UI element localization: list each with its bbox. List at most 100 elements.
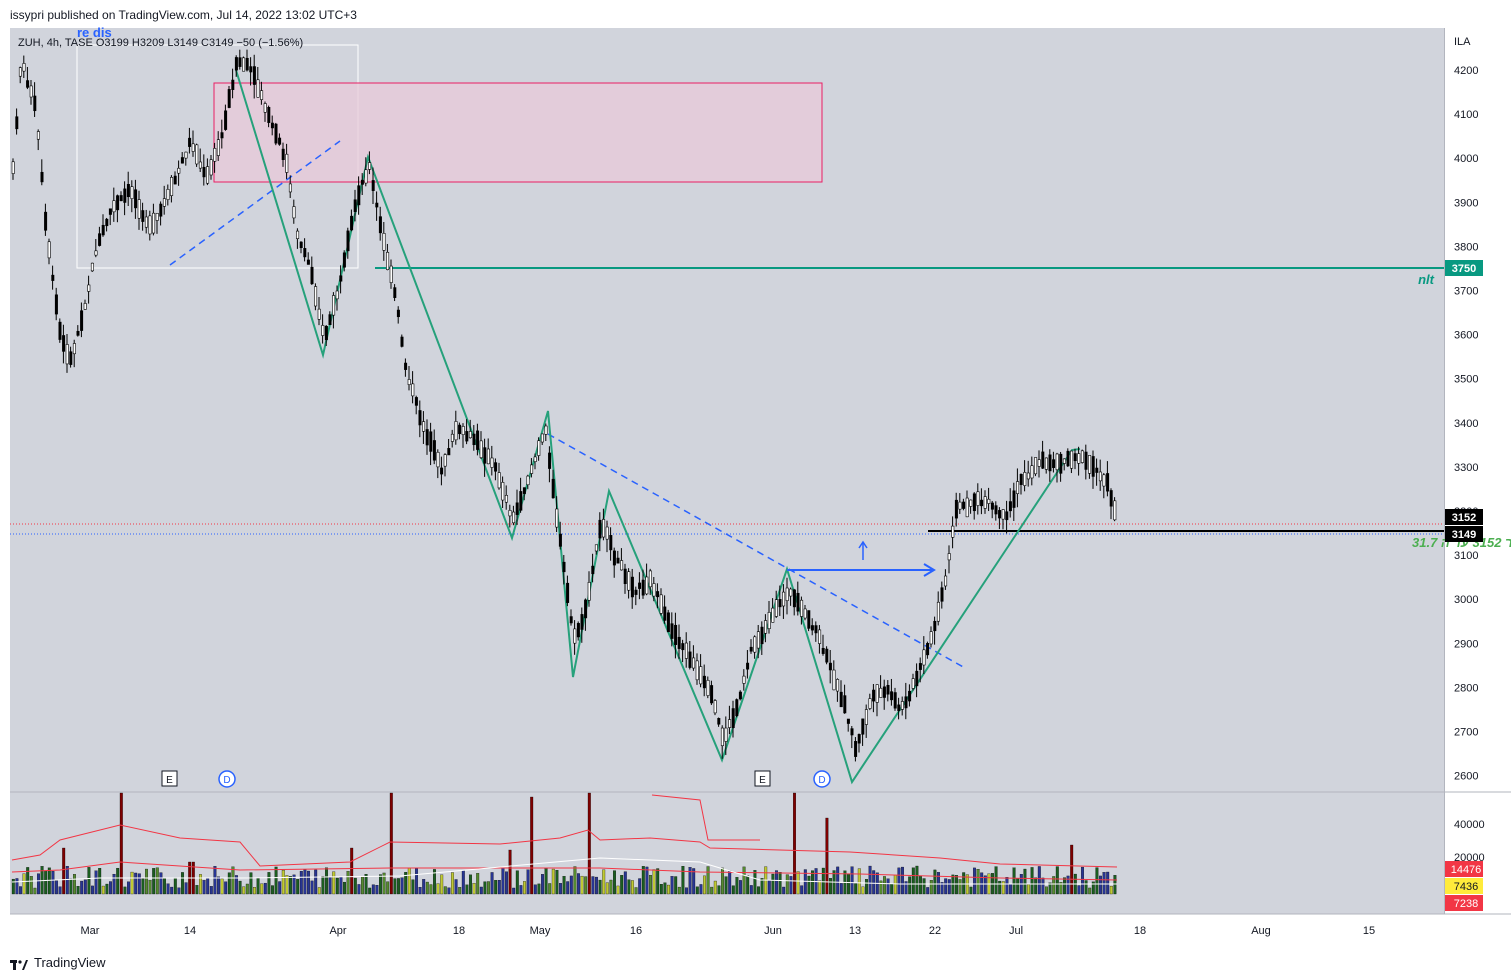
volume-bar — [602, 869, 606, 895]
resistance-zone[interactable] — [213, 82, 823, 183]
buy-order-note: הוראת קניה שער 3152 עד ה 31.7 — [1412, 535, 1511, 550]
candle-body — [1095, 467, 1099, 473]
zigzag-pattern-1[interactable] — [235, 69, 1081, 785]
candle-body — [951, 525, 955, 538]
candle-body — [519, 491, 523, 511]
candle-body — [130, 186, 134, 199]
candle-body — [227, 89, 231, 108]
candle-body — [404, 362, 408, 370]
candle-body — [706, 679, 710, 696]
candle-body — [843, 695, 847, 714]
volume-bar — [458, 887, 462, 895]
volume-bar — [811, 870, 814, 895]
candle-body — [879, 687, 883, 698]
price-tick-3400: 3400 — [1454, 418, 1478, 430]
candle-body — [76, 330, 80, 336]
volume-bar — [663, 882, 667, 895]
candle-body — [764, 620, 768, 634]
volume-bar — [1016, 878, 1020, 895]
volume-bar — [1034, 877, 1038, 895]
candle-body — [155, 212, 159, 221]
time-label-10: 18 — [1134, 925, 1146, 937]
price-chart[interactable]: E D E D ZUH, 4h, TASE O3199 H3209 L3149 … — [0, 0, 1511, 944]
volume-bar — [620, 875, 624, 895]
candle-body — [627, 571, 631, 591]
volume-bar — [955, 875, 958, 895]
volume-bar — [166, 883, 170, 895]
candle-body — [576, 623, 580, 638]
time-label-0: Mar — [81, 925, 100, 937]
candle-body — [486, 448, 490, 465]
volume-bar — [541, 874, 544, 895]
candle-body — [609, 535, 613, 551]
volume-bar — [537, 883, 541, 895]
volume-bar — [267, 872, 271, 895]
candle-body — [911, 678, 915, 689]
volume-bar — [231, 866, 235, 895]
candle-body — [728, 719, 732, 728]
candle-body — [908, 690, 912, 702]
volume-bar — [782, 886, 786, 895]
volume-bar — [994, 866, 998, 895]
volume-bar — [375, 885, 379, 895]
volume-bar — [91, 885, 94, 895]
volume-bar — [184, 882, 188, 895]
candle-body — [231, 79, 235, 90]
volume-bar — [1023, 868, 1027, 895]
earnings-marker-1[interactable]: E — [161, 770, 178, 787]
candle-body — [587, 582, 591, 601]
candle-body — [972, 493, 976, 512]
volume-bar — [159, 872, 163, 895]
candle-body — [184, 151, 188, 159]
volume-bar — [566, 881, 570, 895]
volume-bar — [134, 872, 138, 895]
volume-bar — [631, 880, 634, 895]
candle-body — [875, 684, 879, 703]
candle-body — [180, 157, 184, 164]
tradingview-logo-icon — [10, 958, 28, 970]
volume-bar — [1084, 880, 1088, 895]
volume-bar — [357, 884, 361, 895]
candle-body — [569, 616, 573, 624]
vol-14476-bg — [1445, 861, 1483, 877]
price-tick-3100: 3100 — [1454, 550, 1478, 562]
price-scale[interactable] — [1444, 28, 1511, 914]
volume-bar — [105, 883, 109, 895]
volume-bar — [227, 872, 231, 895]
dividend-marker-1[interactable]: D — [218, 770, 236, 788]
volume-bar — [785, 874, 789, 895]
candle-body — [440, 467, 444, 475]
volume-bar — [454, 879, 458, 895]
brand-label: TradingView — [34, 955, 106, 970]
symbol-legend[interactable]: ZUH, 4h, TASE O3199 H3209 L3149 C3149 −5… — [18, 37, 303, 49]
candle-body — [1062, 458, 1066, 464]
volume-bar — [800, 885, 804, 895]
volume-bar — [148, 880, 152, 895]
tradingview-brand[interactable]: TradingView — [10, 955, 106, 970]
volume-bar — [980, 872, 984, 895]
candle-body — [792, 589, 796, 608]
volume-bar — [591, 876, 595, 895]
volume-bar — [353, 877, 357, 895]
candle-body — [1019, 474, 1023, 485]
candle-body — [80, 310, 84, 331]
volume-bar — [346, 871, 350, 895]
dividend-marker-2[interactable]: D — [813, 770, 831, 788]
trendline-dashed-2[interactable] — [547, 433, 966, 669]
volume-bar — [937, 872, 940, 895]
candle-body — [522, 487, 526, 494]
candle-body — [810, 625, 814, 631]
volume-bar — [29, 876, 33, 895]
volume-bar — [681, 866, 685, 895]
time-axis[interactable]: Mar 14 Apr 18 May 16 Jun 13 22 Jul 18 Aug 15 — [81, 925, 1376, 937]
earnings-marker-2[interactable]: E — [754, 770, 771, 787]
candle-body — [209, 159, 213, 176]
svg-text:E: E — [166, 775, 173, 786]
volume-bar — [890, 883, 894, 895]
candle-body — [177, 167, 181, 174]
volume-bar — [677, 886, 681, 895]
volume-bar — [742, 866, 746, 895]
volume-bar — [551, 868, 555, 895]
candle-body — [796, 592, 800, 612]
candle-body — [1016, 481, 1020, 494]
